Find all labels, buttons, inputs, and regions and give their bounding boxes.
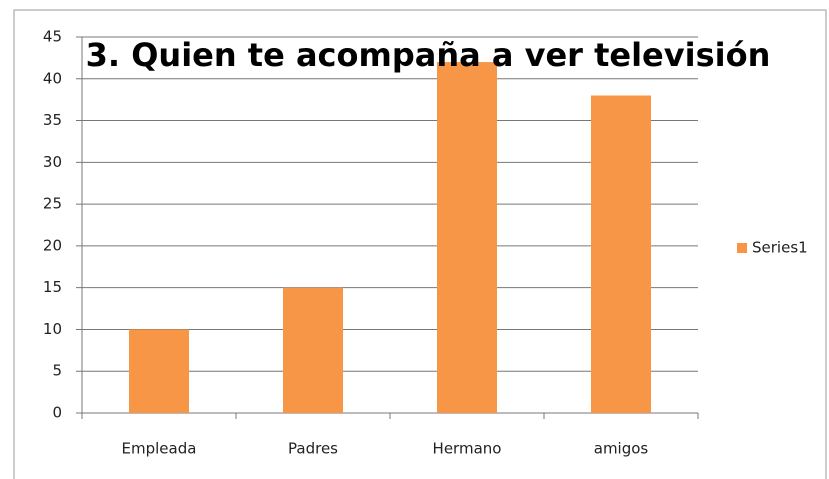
y-tick-label: 10 xyxy=(43,320,62,338)
legend-label: Series1 xyxy=(752,239,808,257)
legend-swatch xyxy=(737,243,747,253)
y-tick-label: 5 xyxy=(52,362,62,380)
chart-frame xyxy=(13,9,827,479)
y-tick-label: 15 xyxy=(43,278,62,296)
x-tick-label: Padres xyxy=(288,440,338,458)
bar xyxy=(437,62,497,414)
bar xyxy=(591,95,651,413)
y-tick-label: 45 xyxy=(43,28,62,46)
bar xyxy=(129,329,189,413)
y-tick-label: 30 xyxy=(43,153,62,171)
y-tick-label: 35 xyxy=(43,111,62,129)
y-tick-label: 0 xyxy=(52,404,62,422)
x-tick-label: amigos xyxy=(594,440,649,458)
x-tick-label: Hermano xyxy=(433,440,502,458)
y-tick-label: 25 xyxy=(43,195,62,213)
bar xyxy=(283,287,343,413)
y-tick-label: 40 xyxy=(43,69,62,87)
chart-title: 3. Quien te acompaña a ver televisión xyxy=(86,36,771,74)
y-tick-label: 20 xyxy=(43,236,62,254)
x-tick-label: Empleada xyxy=(122,440,197,458)
